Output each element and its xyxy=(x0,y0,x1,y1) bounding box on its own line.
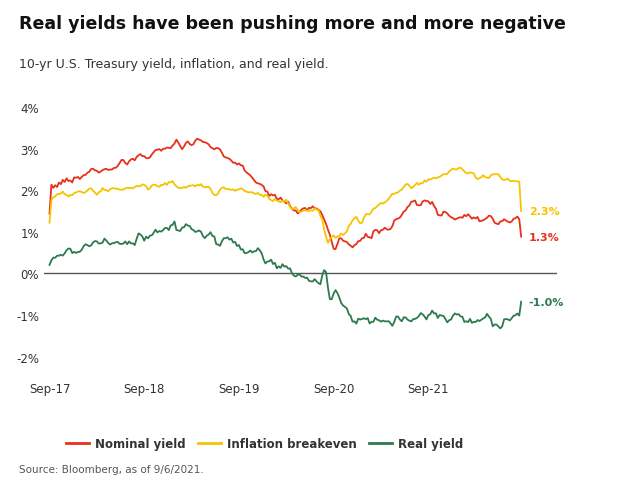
Text: Source: Bloomberg, as of 9/6/2021.: Source: Bloomberg, as of 9/6/2021. xyxy=(19,464,203,474)
Legend: Nominal yield, Inflation breakeven, Real yield: Nominal yield, Inflation breakeven, Real… xyxy=(61,433,468,455)
Text: -1.0%: -1.0% xyxy=(529,297,564,307)
Text: 1.3%: 1.3% xyxy=(529,232,560,242)
Text: 10-yr U.S. Treasury yield, inflation, and real yield.: 10-yr U.S. Treasury yield, inflation, an… xyxy=(19,58,329,71)
Text: 2.3%: 2.3% xyxy=(529,207,560,216)
Text: Real yields have been pushing more and more negative: Real yields have been pushing more and m… xyxy=(19,15,566,32)
